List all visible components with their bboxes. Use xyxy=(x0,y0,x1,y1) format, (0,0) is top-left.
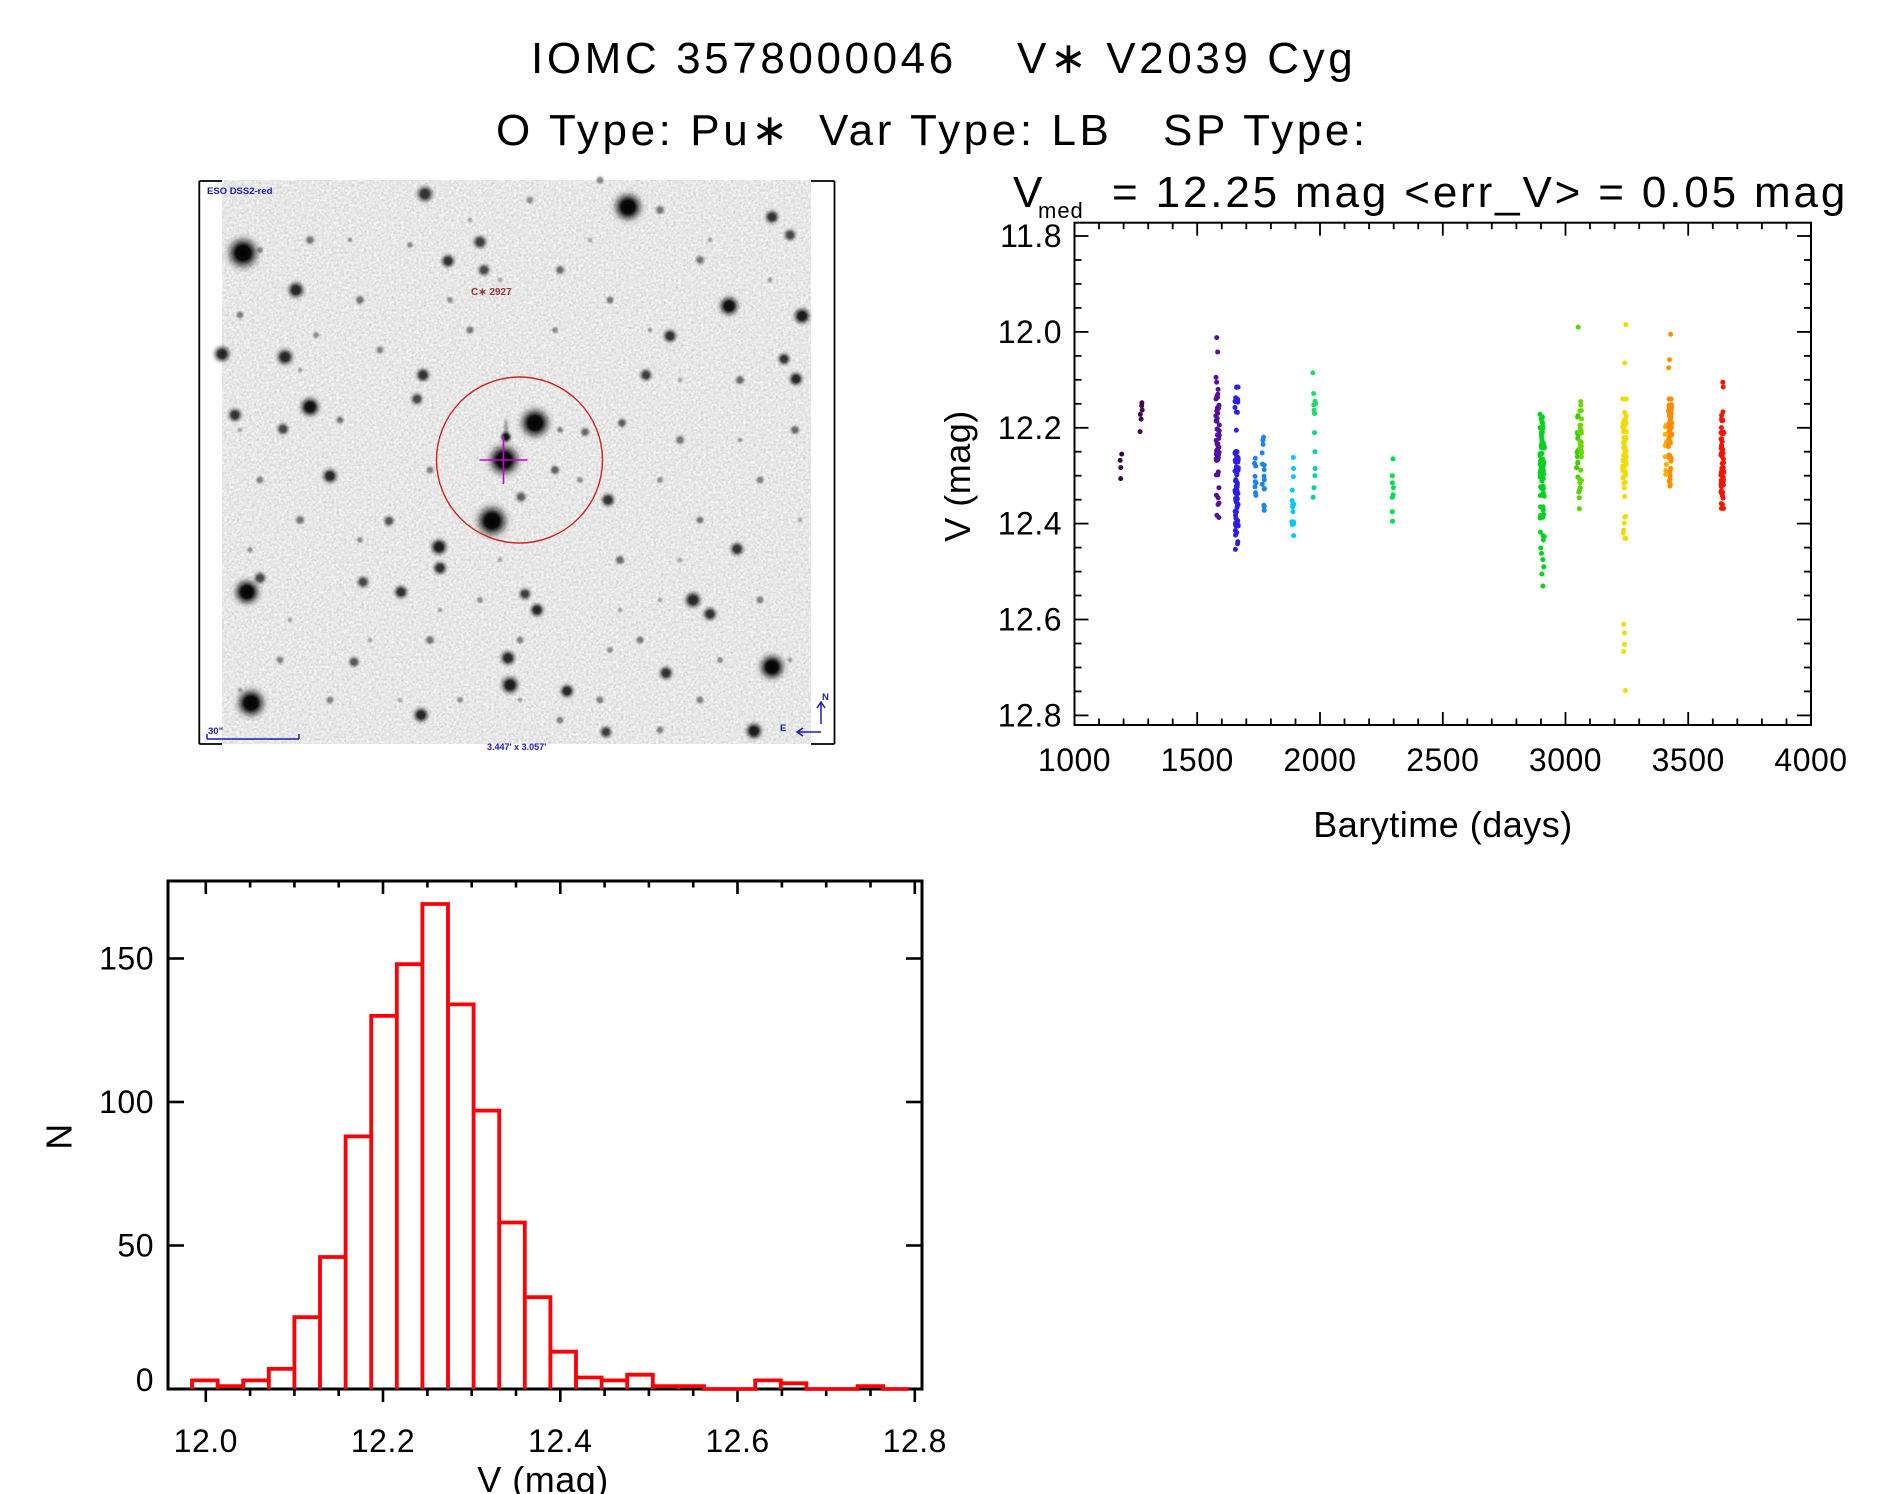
svg-text:2500: 2500 xyxy=(1406,742,1479,778)
svg-text:IOMC 3578000046: IOMC 3578000046 xyxy=(531,34,957,83)
svg-text:50: 50 xyxy=(117,1228,154,1264)
svg-text:11.8: 11.8 xyxy=(1000,218,1062,254)
svg-text:N: N xyxy=(822,692,829,703)
svg-text:12.0: 12.0 xyxy=(998,314,1062,350)
svg-text:3500: 3500 xyxy=(1652,742,1725,778)
svg-text:12.2: 12.2 xyxy=(998,410,1062,446)
svg-text:ESO DSS2-red: ESO DSS2-red xyxy=(207,186,273,197)
svg-text:12.0: 12.0 xyxy=(174,1423,238,1459)
svg-text:N: N xyxy=(39,1123,80,1150)
svg-text:med: med xyxy=(1038,198,1084,223)
svg-text:12.8: 12.8 xyxy=(998,697,1062,733)
svg-text:SP Type:: SP Type: xyxy=(1163,106,1369,155)
svg-text:Barytime (days): Barytime (days) xyxy=(1313,804,1573,845)
svg-text:0: 0 xyxy=(136,1362,154,1398)
svg-text:O Type: Pu∗: O Type: Pu∗ xyxy=(496,106,792,155)
svg-text:V (mag): V (mag) xyxy=(937,410,978,542)
svg-text:1500: 1500 xyxy=(1161,742,1234,778)
svg-text:V (mag): V (mag) xyxy=(477,1459,609,1494)
svg-text:12.6: 12.6 xyxy=(998,602,1062,638)
svg-text:1000: 1000 xyxy=(1038,742,1111,778)
svg-text:3.447' x 3.057': 3.447' x 3.057' xyxy=(487,742,546,752)
svg-text:12.4: 12.4 xyxy=(528,1423,592,1459)
svg-text:C∗ 2927: C∗ 2927 xyxy=(471,287,512,298)
svg-text:V∗ V2039 Cyg: V∗ V2039 Cyg xyxy=(1017,34,1356,83)
svg-text:100: 100 xyxy=(99,1084,154,1120)
svg-text:12.8: 12.8 xyxy=(883,1423,947,1459)
svg-text:30": 30" xyxy=(208,726,223,737)
svg-text:4000: 4000 xyxy=(1774,742,1847,778)
svg-text:Var Type: LB: Var Type: LB xyxy=(819,106,1113,155)
svg-text:E: E xyxy=(780,723,786,734)
svg-text:150: 150 xyxy=(99,941,154,977)
svg-text:2000: 2000 xyxy=(1283,742,1356,778)
svg-text:12.4: 12.4 xyxy=(998,506,1062,542)
svg-text:12.2: 12.2 xyxy=(351,1423,415,1459)
svg-text:3000: 3000 xyxy=(1529,742,1602,778)
svg-text:= 12.25 mag <err_V> = 0.05 mag: = 12.25 mag <err_V> = 0.05 mag xyxy=(1112,168,1848,217)
svg-text:12.6: 12.6 xyxy=(705,1423,769,1459)
svg-text:V: V xyxy=(1013,168,1044,217)
